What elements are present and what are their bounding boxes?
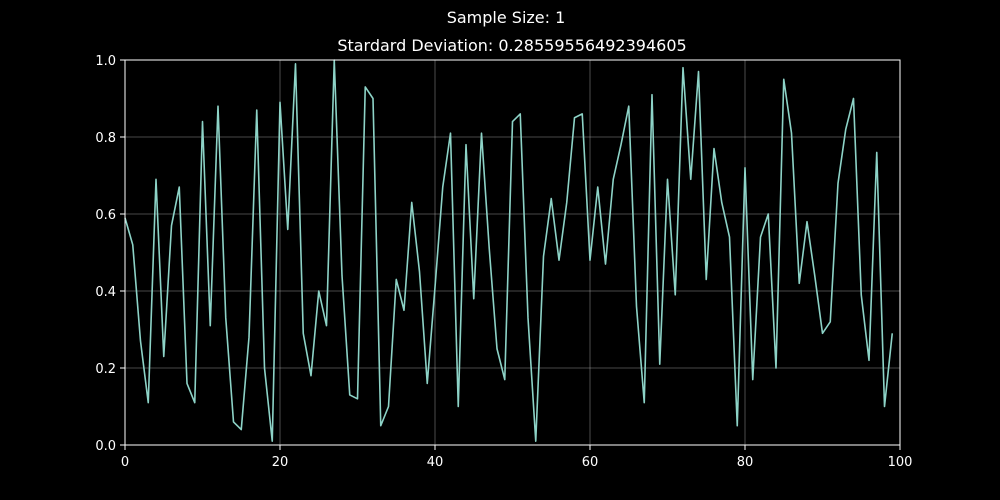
x-tick-label: 40 bbox=[427, 455, 444, 470]
series-line bbox=[124, 59, 894, 442]
chart-suptitle: Sample Size: 1 bbox=[447, 8, 566, 27]
x-tick-label: 60 bbox=[582, 455, 599, 470]
y-axis: 0.0 0.2 0.4 0.6 0.8 1.0 bbox=[95, 54, 125, 454]
x-tick-label: 80 bbox=[737, 455, 754, 470]
x-tick-label: 100 bbox=[888, 455, 913, 470]
chart-title: Stardard Deviation: 0.28559556492394605 bbox=[337, 36, 686, 55]
x-tick-label: 20 bbox=[272, 455, 289, 470]
x-axis: 0 20 40 60 80 100 bbox=[121, 445, 913, 470]
y-tick-label: 0.4 bbox=[95, 285, 116, 300]
series-layer bbox=[124, 59, 894, 442]
y-tick-label: 0.2 bbox=[95, 362, 116, 377]
plot-frame bbox=[124, 59, 901, 446]
x-tick-label: 0 bbox=[121, 455, 129, 470]
y-tick-label: 0.6 bbox=[95, 208, 116, 223]
y-tick-label: 1.0 bbox=[95, 54, 116, 69]
y-tick-label: 0.0 bbox=[95, 439, 116, 454]
y-tick-label: 0.8 bbox=[95, 131, 116, 146]
